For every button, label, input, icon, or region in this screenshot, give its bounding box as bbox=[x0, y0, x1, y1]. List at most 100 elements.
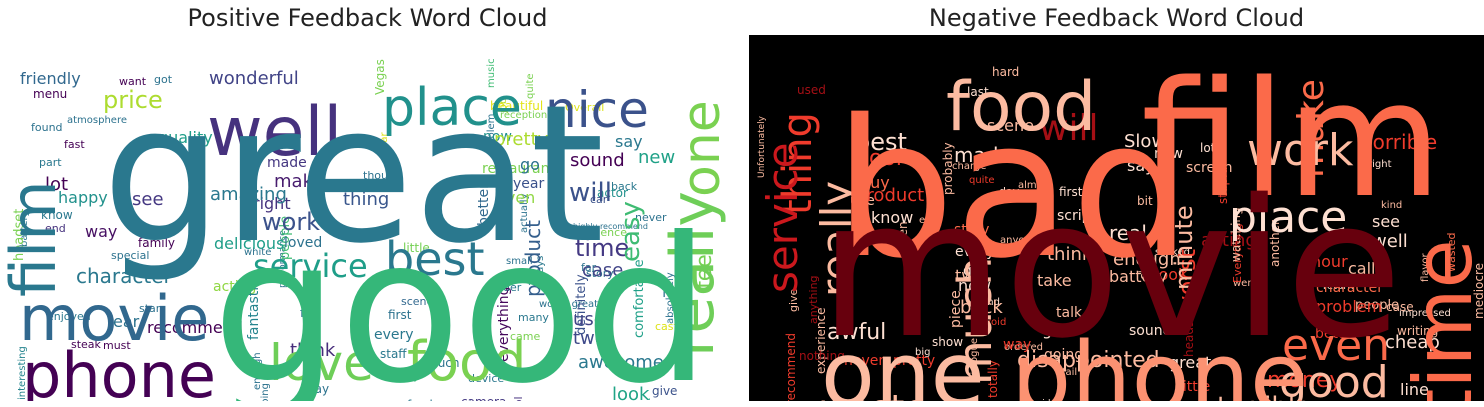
positive-word-atmosphere: atmosphere bbox=[67, 115, 127, 126]
negative-word-enough: enough bbox=[1113, 249, 1181, 270]
negative-word-really: really bbox=[812, 181, 861, 297]
positive-word-comfortable: comfortable bbox=[632, 259, 647, 338]
negative-word-time: time bbox=[1397, 239, 1484, 401]
positive-word-food: food bbox=[407, 330, 526, 393]
positive-word-story: story bbox=[586, 267, 614, 280]
positive-word-awesome: awesome bbox=[578, 352, 664, 373]
positive-word-nice: nice bbox=[545, 81, 649, 139]
negative-word-hour: hour bbox=[1311, 252, 1348, 271]
negative-word-way: way bbox=[1003, 337, 1031, 353]
negative-word-terrible: terrible bbox=[1217, 392, 1311, 401]
positive-word-order: order bbox=[492, 281, 522, 294]
negative-word-buy: buy bbox=[860, 173, 890, 192]
positive-word-quality: quality bbox=[158, 128, 213, 147]
positive-word-scene: scene bbox=[401, 295, 434, 308]
negative-word-nothing: nothing bbox=[799, 349, 845, 363]
negative-word-best: best bbox=[855, 128, 907, 156]
positive-word-excellent: excellent bbox=[45, 398, 154, 401]
negative-wordcloud-canvas: Unfortunatelyeveryonewordstarsaidactoran… bbox=[749, 35, 1484, 401]
positive-word-enough: enough bbox=[252, 352, 263, 390]
negative-word-cheap: cheap bbox=[1385, 332, 1440, 353]
negative-word-real: real bbox=[1109, 221, 1147, 245]
positive-word-service: service bbox=[253, 247, 368, 285]
negative-word-take: take bbox=[1037, 271, 1072, 290]
negative-word-use: use bbox=[850, 193, 875, 209]
negative-word-flavor: flavor bbox=[1420, 253, 1431, 282]
negative-word-piece: piece bbox=[948, 290, 964, 328]
positive-word-overall: Overall bbox=[565, 101, 604, 114]
positive-word-battery: battery bbox=[19, 210, 30, 247]
positive-word-case: case bbox=[582, 260, 623, 281]
positive-word-actor: actor bbox=[597, 186, 628, 200]
positive-word-family: family bbox=[138, 236, 175, 250]
positive-word-must: must bbox=[103, 339, 131, 352]
negative-word-much: much bbox=[948, 257, 1002, 385]
negative-word-stupid: stupid bbox=[1216, 167, 1230, 204]
negative-word-talk: talk bbox=[1056, 305, 1083, 321]
negative-word-bad: bad bbox=[834, 79, 1192, 300]
positive-word-place: place bbox=[382, 78, 522, 138]
positive-word-film: film bbox=[7, 180, 70, 297]
positive-word-everything: everything bbox=[496, 286, 512, 362]
positive-word-clear: clear bbox=[379, 131, 390, 157]
negative-word-waste: waste bbox=[820, 388, 927, 401]
negative-word-avoid: avoid bbox=[979, 317, 1006, 328]
positive-word-absolutely: absolutely bbox=[665, 272, 676, 324]
negative-word-think: think bbox=[1047, 244, 1093, 265]
negative-word-anything: anything bbox=[807, 275, 820, 324]
positive-word-day: day bbox=[307, 382, 329, 396]
positive-word-reception: reception bbox=[500, 110, 547, 121]
positive-word-never: never bbox=[635, 211, 667, 224]
positive-word-year: year bbox=[513, 176, 544, 192]
positive-word-sound: sound bbox=[570, 150, 625, 171]
negative-word-better: better bbox=[1315, 326, 1358, 342]
positive-word-vegas: Vegas bbox=[373, 59, 387, 95]
positive-word-funny: funny bbox=[386, 368, 420, 382]
positive-word-staff: staff bbox=[380, 347, 407, 361]
negative-word-first: first bbox=[1059, 185, 1083, 199]
positive-word-fantastic: fantastic bbox=[246, 279, 262, 340]
positive-word-end: end bbox=[45, 222, 66, 235]
negative-word-minute: minute bbox=[1170, 205, 1198, 290]
positive-word-movie: movie bbox=[19, 282, 209, 355]
positive-word-cool: cool bbox=[512, 396, 525, 401]
positive-word-best: best bbox=[385, 232, 485, 286]
negative-word-writing: writing bbox=[1397, 324, 1438, 338]
positive-word-fine: fine bbox=[662, 285, 688, 301]
positive-word-two: two bbox=[573, 328, 606, 349]
negative-word-story: story bbox=[954, 222, 989, 238]
negative-word-almost: almost bbox=[1018, 180, 1052, 191]
positive-wordcloud-panel: Positive Feedback Word Cloud highly reco… bbox=[0, 0, 735, 407]
negative-word-unfortunately: Unfortunately bbox=[757, 115, 767, 178]
positive-word-even: even bbox=[496, 188, 535, 207]
positive-word-star: star bbox=[139, 302, 161, 315]
negative-word-day: day bbox=[999, 185, 1020, 198]
negative-word-dialogue: dialogue bbox=[969, 338, 980, 381]
negative-word-scene: scene bbox=[987, 116, 1034, 135]
negative-word-never: never bbox=[844, 353, 884, 369]
negative-word-even: even bbox=[1282, 320, 1390, 371]
positive-word-definitely: definitely bbox=[574, 274, 589, 335]
negative-word-headset: headset bbox=[1182, 308, 1196, 357]
positive-word-white: white bbox=[244, 247, 271, 258]
positive-word-product: product bbox=[521, 220, 545, 297]
negative-word-people: people bbox=[1355, 298, 1399, 313]
positive-word-first: first bbox=[388, 308, 412, 322]
positive-word-restaurant: restaurant bbox=[482, 161, 556, 177]
negative-word-little: little bbox=[1179, 379, 1210, 395]
positive-word-highly-recommend: highly recommend bbox=[573, 222, 648, 231]
negative-word-poor: poor bbox=[855, 146, 906, 171]
negative-word-back: back bbox=[960, 297, 1003, 318]
positive-word-loved: loved bbox=[284, 235, 322, 251]
negative-word-got: got bbox=[963, 263, 986, 279]
positive-word-steak: steak bbox=[71, 338, 102, 351]
positive-word-delicious: delicious bbox=[214, 234, 284, 253]
negative-word-hard: hard bbox=[992, 65, 1019, 79]
positive-word-cast: cast bbox=[655, 320, 679, 333]
negative-word-bland: bland bbox=[972, 297, 1000, 308]
positive-word-going: going bbox=[260, 383, 271, 401]
negative-word-eat: eat bbox=[919, 215, 935, 226]
negative-word-see: see bbox=[1372, 212, 1400, 231]
negative-word-money: money bbox=[1267, 368, 1342, 393]
positive-word-see: see bbox=[132, 189, 164, 210]
